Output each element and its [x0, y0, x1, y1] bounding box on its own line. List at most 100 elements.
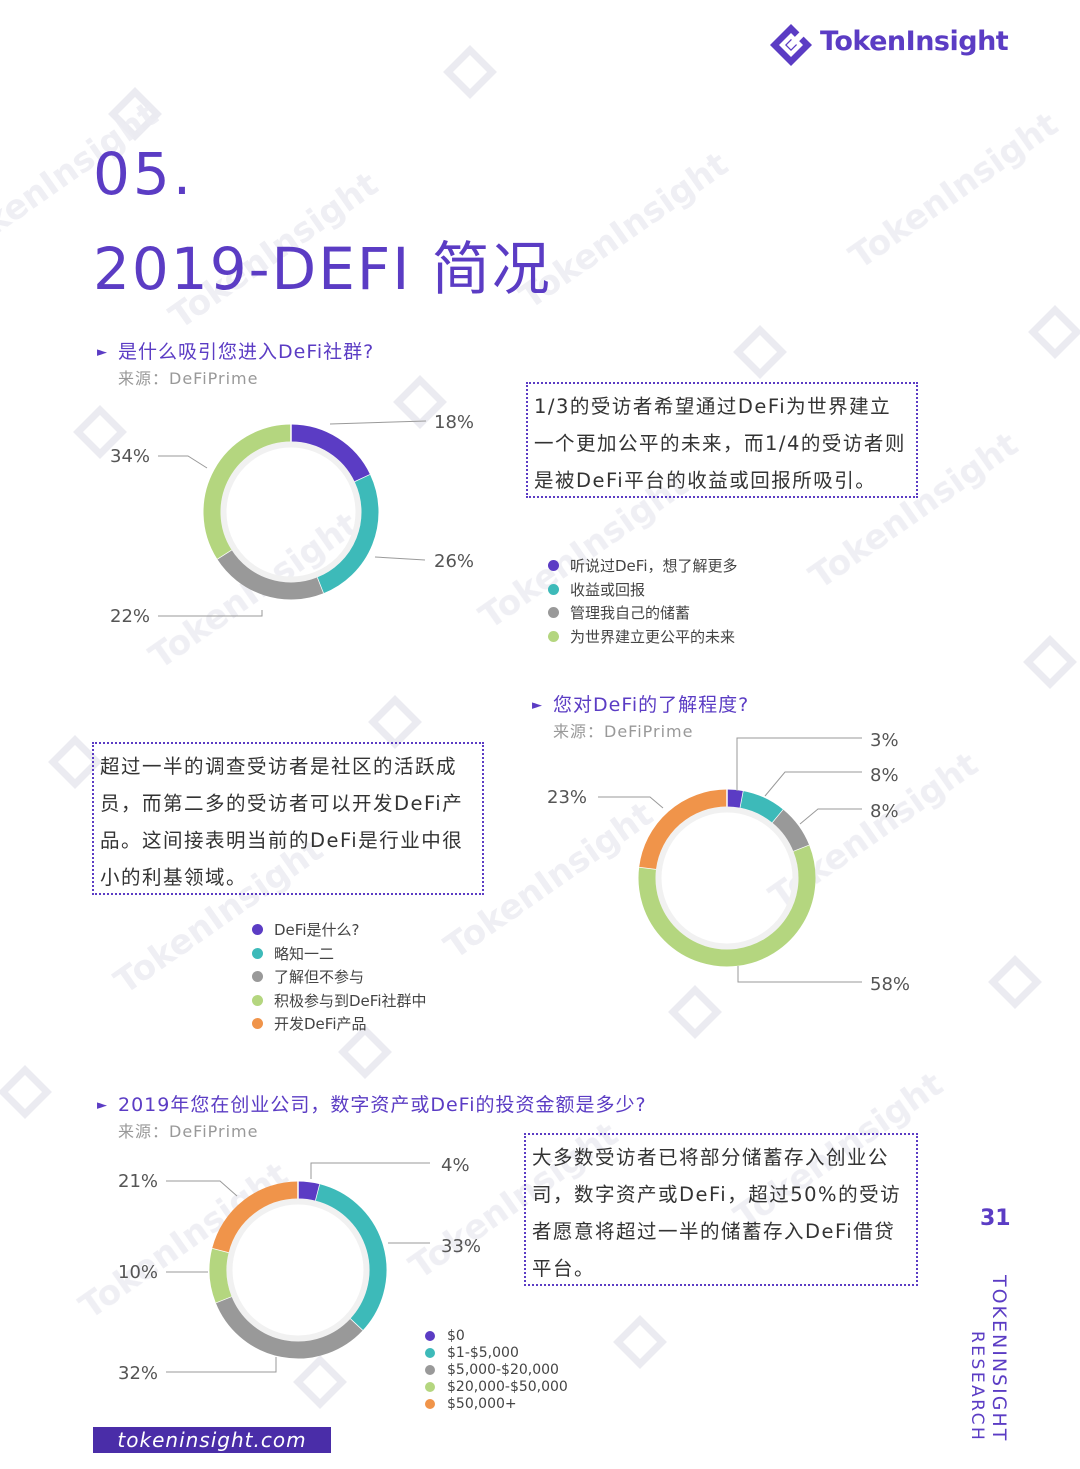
legend-dot: [252, 1018, 263, 1030]
chart3-question: ► 2019年您在创业公司，数字资产或DeFi的投资金额是多少?: [97, 1090, 647, 1117]
legend-item: 积极参与到DeFi社群中: [252, 989, 426, 1013]
legend-label: 听说过DeFi，想了解更多: [570, 557, 738, 576]
legend-label: 为世界建立更公平的未来: [570, 627, 736, 646]
data-label: 22%: [110, 606, 150, 627]
data-label: 18%: [434, 412, 474, 433]
leader-line: [736, 737, 862, 791]
data-label: 3%: [870, 730, 899, 751]
side-brand-text: TOKENINSIGHT RESEARCH: [968, 1275, 1010, 1442]
legend-dot: [548, 607, 559, 619]
donut-slice: [215, 1296, 363, 1359]
chart2-source: 来源：DeFiPrime: [553, 722, 694, 741]
legend-label: 积极参与到DeFi社群中: [274, 991, 427, 1010]
legend-label: 收益或回报: [570, 580, 646, 599]
chevron-right-icon: ►: [97, 345, 108, 360]
leader-line: [598, 796, 664, 809]
legend-label: 管理我自己的储蓄: [570, 604, 691, 623]
donut-slice: [290, 424, 371, 483]
legend-dot: [252, 924, 263, 936]
legend-label: 开发DeFi产品: [274, 1015, 367, 1034]
slice-separator: [216, 549, 232, 560]
legend-label: DeFi是什么?: [274, 921, 360, 940]
section-number: 05.: [93, 140, 195, 208]
svg-text:TokenInsight: TokenInsight: [72, 1154, 295, 1327]
legend-dot: [425, 1347, 435, 1358]
legend-dot: [425, 1381, 435, 1392]
footer-url: tokeninsight.com: [93, 1427, 331, 1453]
data-label: 33%: [441, 1236, 481, 1257]
chart3-source: 来源：DeFiPrime: [118, 1122, 259, 1141]
legend-item: $1-$5,000: [425, 1344, 568, 1361]
leader-line: [799, 808, 862, 825]
legend-label: $0: [447, 1327, 465, 1344]
donut-slice: [203, 424, 292, 559]
chart1-question: ► 是什么吸引您进入DeFi社群?: [97, 337, 374, 364]
data-label: 4%: [441, 1155, 470, 1176]
legend-item: 听说过DeFi，想了解更多: [548, 554, 737, 578]
svg-text:TokenInsight: TokenInsight: [842, 104, 1065, 277]
legend-dot: [252, 971, 263, 983]
data-label: 34%: [110, 446, 150, 467]
chart3-legend: $0 $1-$5,000 $5,000-$20,000 $20,000-$50,…: [425, 1327, 568, 1412]
legend-label: $1-$5,000: [447, 1344, 519, 1361]
legend-item: $20,000-$50,000: [425, 1378, 568, 1395]
legend-item: 收益或回报: [548, 578, 737, 602]
donut-slice: [209, 1247, 232, 1303]
legend-item: 开发DeFi产品: [252, 1012, 426, 1036]
chart2-note: 超过一半的调查受访者是社区的活跃成员，而第二多的受访者可以开发DeFi产品。这间…: [92, 742, 484, 895]
slice-separator: [739, 790, 745, 808]
data-label: 21%: [118, 1171, 158, 1192]
data-label: 58%: [870, 974, 910, 995]
data-label: 10%: [118, 1262, 158, 1283]
donut-slice: [217, 549, 324, 600]
leader-line: [374, 556, 426, 561]
legend-dot: [425, 1364, 435, 1375]
legend-dot: [548, 560, 559, 572]
slice-separator: [771, 809, 784, 824]
donut-inner-ring: [226, 1198, 370, 1342]
legend-item: $0: [425, 1327, 568, 1344]
slice-separator: [212, 1247, 229, 1253]
chart2-question-text: 您对DeFi的了解程度?: [553, 694, 750, 716]
leader-line: [166, 1357, 277, 1373]
leader-line: [158, 455, 208, 469]
legend-dot: [425, 1330, 435, 1341]
legend-dot: [252, 947, 263, 959]
donut-slice: [726, 789, 744, 808]
leader-line: [737, 966, 862, 983]
side-brand-line1: TOKENINSIGHT: [988, 1275, 1010, 1442]
chart1-question-text: 是什么吸引您进入DeFi社群?: [118, 341, 375, 363]
legend-dot: [252, 994, 263, 1006]
chart2-donut: 3% 8% 8% 58% 23%: [547, 730, 910, 995]
leader-line: [764, 771, 862, 797]
data-label: 8%: [870, 765, 899, 786]
leader-line: [158, 610, 263, 617]
svg-text:TokenInsight: TokenInsight: [762, 744, 985, 917]
legend-label: 了解但不参与: [274, 968, 365, 987]
brand-logo: TokenInsight: [768, 22, 1028, 70]
legend-label: $50,000+: [447, 1395, 517, 1412]
legend-label: $20,000-$50,000: [447, 1378, 568, 1395]
donut-inner-ring: [220, 441, 362, 583]
donut-slice: [315, 1184, 387, 1331]
chart2-legend: DeFi是什么? 略知一二 了解但不参与 积极参与到DeFi社群中 开发DeFi…: [252, 918, 426, 1036]
side-brand-line2: RESEARCH: [968, 1331, 987, 1442]
slice-separator: [316, 577, 324, 594]
chart2-question: ► 您对DeFi的了解程度?: [532, 690, 749, 717]
donut-slice: [639, 789, 728, 870]
slice-separator: [215, 1295, 232, 1304]
donut-inner-ring: [655, 806, 799, 950]
legend-item: $5,000-$20,000: [425, 1361, 568, 1378]
data-label: 26%: [434, 551, 474, 572]
chart1-legend: 听说过DeFi，想了解更多 收益或回报 管理我自己的储蓄 为世界建立更公平的未来: [548, 554, 737, 648]
page-number: 31: [980, 1206, 1011, 1231]
section-title: 2019-DEFI 简况: [93, 235, 552, 303]
donut-slice: [638, 845, 816, 967]
slice-separator: [354, 474, 371, 483]
legend-item: 了解但不参与: [252, 965, 426, 989]
donut-slice: [212, 1181, 299, 1253]
legend-label: 略知一二: [274, 944, 335, 963]
donut-slice: [297, 1181, 321, 1201]
svg-text:TokenInsight: TokenInsight: [142, 504, 365, 677]
data-label: 23%: [547, 787, 587, 808]
